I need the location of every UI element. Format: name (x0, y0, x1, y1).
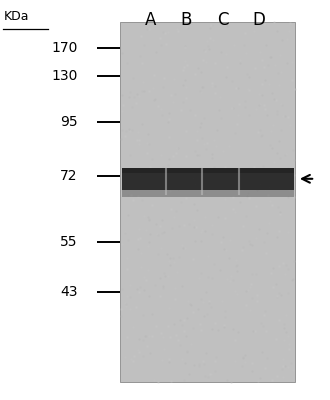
Text: 170: 170 (51, 41, 78, 55)
FancyBboxPatch shape (122, 168, 294, 173)
Text: C: C (217, 11, 228, 29)
FancyBboxPatch shape (120, 22, 295, 382)
Text: 43: 43 (60, 285, 78, 299)
Text: 95: 95 (60, 115, 78, 129)
Text: 130: 130 (51, 69, 78, 83)
Text: 72: 72 (60, 169, 78, 183)
FancyBboxPatch shape (122, 190, 294, 197)
Text: B: B (181, 11, 192, 29)
Text: A: A (145, 11, 156, 29)
FancyBboxPatch shape (122, 168, 294, 190)
Text: 55: 55 (60, 235, 78, 249)
Text: KDa: KDa (3, 10, 29, 23)
Text: D: D (252, 11, 266, 29)
